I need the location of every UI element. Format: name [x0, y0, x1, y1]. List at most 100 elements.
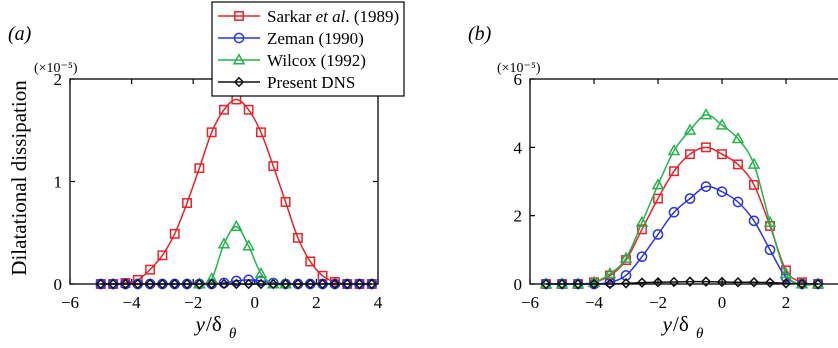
panel-a-data-point-present-dns: [292, 278, 304, 290]
panel-b-x-axis-title: y /δ θ: [661, 312, 704, 342]
panel-a-data-point-zeman-1990: [230, 275, 242, 287]
panel-b-y-tick-label: 2: [514, 207, 523, 226]
panel-a-data-point-wilcox-1992: [217, 237, 231, 249]
panel-a-data-point-sarkar-et-al-1989: [145, 264, 156, 275]
legend-label: Zeman (1990): [267, 29, 364, 48]
panel-a-data-point-present-dns: [304, 278, 316, 290]
svg-text:y: y: [194, 312, 206, 336]
panel-a-data-point-present-dns: [120, 278, 131, 290]
panel-a-data-point-wilcox-1992: [205, 272, 218, 284]
panel-b-x-tick-label: 0: [718, 293, 727, 312]
panel-b-data-point-present-dns: [716, 276, 728, 288]
panel-b-y-tick-label: 0: [514, 275, 523, 294]
panel-b-data-point-wilcox-1992: [731, 132, 745, 144]
panel-b-data-point-wilcox-1992: [651, 178, 665, 190]
panel-b-data-point-wilcox-1992: [635, 215, 649, 227]
panel-b-data-point-zeman-1990: [764, 244, 776, 256]
panel-a-series-present-dns: [95, 278, 378, 290]
legend-label: Wilcox (1992): [267, 51, 366, 70]
panel-a-data-point-wilcox-1992: [230, 219, 243, 232]
legend-marker: [233, 76, 245, 88]
legend-entry: Present DNS: [218, 73, 355, 92]
panel-b-x-tick-label: −2: [649, 293, 667, 312]
panel-b-data-point-present-dns: [812, 278, 824, 290]
panel-a-y-axis-title: Dilatational dissipation: [7, 80, 31, 276]
panel-a-data-point-sarkar-et-al-1989: [292, 232, 303, 243]
panel-a-x-tick-label: −2: [184, 293, 202, 312]
panel-a-data-point-present-dns: [268, 278, 279, 290]
panel-b-series-zeman-1990: [540, 181, 824, 290]
panel-b-data-point-present-dns: [604, 278, 616, 290]
panel-a-data-point-present-dns: [366, 278, 378, 290]
panel-a-data-point-sarkar-et-al-1989: [157, 250, 168, 261]
panel-b-data-point-present-dns: [556, 278, 568, 290]
panel-b-data-point-present-dns: [652, 277, 664, 288]
panel-b-series-sarkar-et-al-1989: [541, 142, 823, 289]
panel-b-data-point-zeman-1990: [636, 251, 648, 263]
legend-entry: Wilcox (1992): [218, 51, 366, 70]
panel-b-data-point-wilcox-1992: [779, 267, 793, 279]
panel-b-data-point-sarkar-et-al-1989: [701, 142, 711, 153]
panel-b-data-point-sarkar-et-al-1989: [637, 224, 647, 235]
panel-b-data-point-zeman-1990: [748, 215, 760, 227]
legend-marker: [233, 32, 245, 44]
panel-a-label: (a): [8, 23, 32, 45]
panel-a-data-point-present-dns: [181, 278, 193, 290]
panel-b-data-point-present-dns: [620, 278, 632, 289]
svg-text:θ: θ: [229, 326, 237, 342]
panel-b-data-point-wilcox-1992: [699, 108, 713, 120]
panel-a-data-point-present-dns: [194, 278, 205, 290]
panel-b-data-point-present-dns: [668, 276, 680, 288]
panel-b-x-tick-label: −6: [521, 293, 539, 312]
svg-text:/δ: /δ: [206, 312, 222, 336]
panel-a-y-tick-label: 0: [54, 275, 63, 294]
panel-b-data-point-wilcox-1992: [715, 118, 729, 130]
panel-a-series-sarkar-et-al-1989: [95, 94, 377, 289]
svg-text:/δ: /δ: [673, 312, 689, 336]
panel-b-data-point-zeman-1990: [700, 181, 712, 192]
panel-a-data-point-present-dns: [231, 278, 242, 290]
panel-a-data-point-present-dns: [329, 278, 341, 290]
panel-b-y-tick-label: 6: [514, 70, 523, 89]
panel-a-data-point-present-dns: [132, 278, 144, 290]
panel-a-series-wilcox-1992: [193, 219, 292, 289]
panel-b-data-point-sarkar-et-al-1989: [749, 179, 759, 190]
panel-b-plot-area: [539, 108, 825, 290]
panel-a-data-point-present-dns: [317, 278, 328, 290]
legend-label: Present DNS: [267, 73, 355, 92]
panel-b-data-point-zeman-1990: [652, 229, 664, 240]
svg-text:θ: θ: [696, 326, 704, 342]
panel-b-data-point-zeman-1990: [732, 196, 744, 208]
panel-a-x-tick-label: 2: [312, 293, 321, 312]
panel-b-series-line-zeman-1990: [546, 185, 819, 286]
panel-b-data-point-present-dns: [780, 278, 792, 289]
panel-b-data-point-zeman-1990: [668, 206, 680, 218]
panel-b-data-point-sarkar-et-al-1989: [685, 149, 695, 160]
panel-b-scale-label: (×10⁻⁵): [497, 61, 541, 76]
panel-a-data-point-present-dns: [169, 278, 180, 290]
panel-b-data-point-present-dns: [764, 277, 776, 288]
panel-b-data-point-present-dns: [540, 278, 552, 290]
panel-b-data-point-sarkar-et-al-1989: [669, 166, 679, 177]
panel-a-x-axis-title: y /δ θ: [194, 312, 237, 342]
panel-b-data-point-present-dns: [588, 278, 600, 290]
panel-a-data-point-sarkar-et-al-1989: [256, 127, 266, 138]
panel-a-data-point-sarkar-et-al-1989: [243, 104, 254, 115]
legend-entry: Sarkar et al. (1989): [218, 7, 399, 26]
panel-b-series-line-wilcox-1992: [546, 114, 819, 286]
panel-a: (a) (×10⁻⁵) Dilatational dissipation y /…: [7, 23, 383, 342]
panel-a-data-point-sarkar-et-al-1989: [169, 228, 180, 239]
panel-b-data-point-wilcox-1992: [747, 157, 761, 169]
panel-a-data-point-sarkar-et-al-1989: [305, 256, 316, 267]
panel-b-series-line-present-dns: [546, 280, 819, 285]
panel-a-data-point-present-dns: [107, 278, 119, 290]
legend-box: [211, 1, 405, 97]
panel-b-data-point-wilcox-1992: [603, 267, 617, 279]
legend: Sarkar et al. (1989) Zeman (1990) Wilcox (…: [211, 1, 405, 97]
panel-b-data-point-present-dns: [700, 276, 712, 287]
panel-b: (b) (×10⁻⁵) y /δ θ −6−4−20240246: [468, 23, 838, 342]
panel-a-data-point-wilcox-1992: [254, 267, 268, 279]
panel-b-x-tick-label: −4: [585, 293, 604, 312]
panel-a-data-point-present-dns: [206, 278, 217, 290]
